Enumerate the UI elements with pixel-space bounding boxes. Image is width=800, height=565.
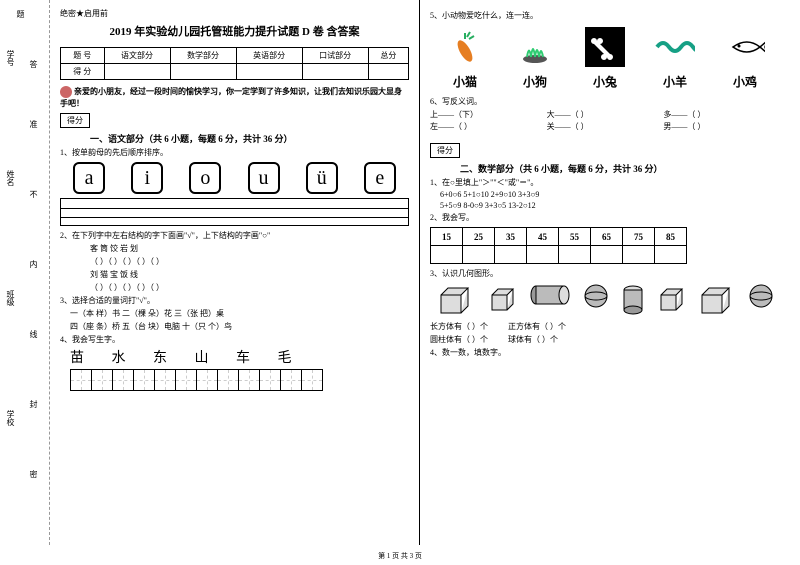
q4: 4、我会写生字。 <box>60 334 409 345</box>
name-cat: 小猫 <box>453 73 477 90</box>
pinyin-o: o <box>189 162 221 194</box>
q2-blanks1[interactable]: （ ）（ ）（ ）（ ）（ ） <box>90 256 409 267</box>
teacher-icon <box>60 86 72 98</box>
writing-lines[interactable] <box>60 198 409 226</box>
q6: 6、写反义词。 <box>430 96 780 107</box>
q2: 2、在下列字中左右结构的字下面画"√"，上下结构的字画"○" <box>60 230 409 241</box>
margin-l2: 姓名 <box>5 170 16 186</box>
binding-margin: 题 学号 答 准 姓名 不 内 班级 线 封 学校 密 <box>0 0 50 545</box>
m1: 1、在○里填上"＞""＜"或"＝"。 <box>430 177 780 188</box>
margin-s7: 密 <box>28 470 39 478</box>
name-rabbit: 小兔 <box>593 73 617 90</box>
name-sheep: 小羊 <box>663 73 687 90</box>
th-math: 数学部分 <box>170 48 236 64</box>
sphere2-icon <box>748 283 774 309</box>
number-table: 1525354555657585 <box>430 227 687 264</box>
sphere-icon <box>583 283 609 309</box>
margin-s4: 内 <box>28 260 39 268</box>
fish-icon <box>725 27 765 67</box>
cylinder-icon <box>528 283 572 307</box>
margin-s6: 封 <box>28 400 39 408</box>
name-dog: 小狗 <box>523 73 547 90</box>
carrot-icon <box>445 27 485 67</box>
shape-labels-1: 长方体有（ ）个正方体有（ ）个 <box>430 321 780 332</box>
q2-blanks2[interactable]: （ ）（ ）（ ）（ ）（ ） <box>90 282 409 293</box>
q6-row1: 上——（下）大——（ ）多——（ ） <box>430 109 780 120</box>
th-oral: 口试部分 <box>302 48 368 64</box>
right-column: 5、小动物爱吃什么，连一连。 小猫 小狗 小兔 小羊 小鸡 6、写反义词。 上—… <box>420 0 790 545</box>
cylinder2-icon <box>621 283 645 317</box>
m4: 4、数一数，填数字。 <box>430 347 780 358</box>
m1r1: 6+0○6 5+1○10 2+9○10 3+3○9 <box>440 190 780 199</box>
pinyin-e: e <box>364 162 396 194</box>
margin-l4: 学校 <box>5 410 16 426</box>
margin-l1: 学号 <box>5 50 16 66</box>
margin-s2: 准 <box>28 120 39 128</box>
intro-text: 亲爱的小朋友，经过一段时间的愉快学习，你一定学到了许多知识，让我们去知识乐园大显… <box>60 86 409 109</box>
q3a: 一（本 样）书 二（棵 朵）花 三（张 把）桌 <box>70 308 409 319</box>
margin-l3: 班级 <box>5 290 16 306</box>
th-total: 总分 <box>368 48 408 64</box>
writing-grid[interactable] <box>70 369 409 391</box>
page-title: 2019 年实验幼儿园托管班能力提升试题 D 卷 含答案 <box>60 23 409 39</box>
th-num: 题 号 <box>61 48 105 64</box>
margin-s5: 线 <box>28 330 39 338</box>
bone-icon <box>585 27 625 67</box>
score-table: 题 号 语文部分 数学部分 英语部分 口试部分 总分 得 分 <box>60 47 409 80</box>
left-column: 绝密★启用前 2019 年实验幼儿园托管班能力提升试题 D 卷 含答案 题 号 … <box>50 0 420 545</box>
q6-row2: 左——（ ）关——（ ）男——（ ） <box>430 121 780 132</box>
cube-icon <box>487 283 517 317</box>
q2-chars2: 刘 猫 宝 饭 线 <box>90 269 409 280</box>
margin-top: 题 <box>15 10 26 18</box>
grass-icon <box>515 27 555 67</box>
m1r2: 5+5○9 8-0○9 3+3○5 13-2○12 <box>440 201 780 210</box>
table-row: 题 号 语文部分 数学部分 英语部分 口试部分 总分 <box>61 48 409 64</box>
section1-title: 一、语文部分（共 6 小题，每题 6 分，共计 36 分） <box>90 132 409 145</box>
table-row: 1525354555657585 <box>431 228 687 246</box>
q2-chars1: 客 筒 饺 岩 划 <box>90 243 409 254</box>
margin-s3: 不 <box>28 190 39 198</box>
margin-s1: 答 <box>28 60 39 68</box>
cube2-icon <box>656 283 686 317</box>
td-score: 得 分 <box>61 64 105 80</box>
table-row[interactable] <box>431 246 687 264</box>
q3b: 四（座 条）桥 五（台 块）电脑 十（只 个）鸟 <box>70 321 409 332</box>
q3: 3、选择合适的量词打"√"。 <box>60 295 409 306</box>
pinyin-i: i <box>131 162 163 194</box>
th-english: 英语部分 <box>236 48 302 64</box>
q4-chars: 苗 水 东 山 车 毛 <box>70 347 409 367</box>
th-chinese: 语文部分 <box>104 48 170 64</box>
shape-labels-2: 圆柱体有（ ）个球体有（ ）个 <box>430 334 780 345</box>
name-chicken: 小鸡 <box>733 73 757 90</box>
worm-icon <box>655 27 695 67</box>
cuboid2-icon <box>697 283 737 317</box>
pinyin-u: u <box>248 162 280 194</box>
cuboid-icon <box>436 283 476 317</box>
table-row: 得 分 <box>61 64 409 80</box>
pinyin-cards: a i o u ü e <box>60 162 409 194</box>
section2-title: 二、数学部分（共 6 小题，每题 6 分，共计 36 分） <box>460 162 780 175</box>
score-box: 得分 <box>60 113 90 128</box>
q5: 5、小动物爱吃什么，连一连。 <box>430 10 780 21</box>
m3: 3、认识几何图形。 <box>430 268 780 279</box>
animal-names: 小猫 小狗 小兔 小羊 小鸡 <box>430 73 780 90</box>
score-box2: 得分 <box>430 143 460 158</box>
animal-images <box>430 27 780 67</box>
shapes-row <box>430 283 780 317</box>
pinyin-a: a <box>73 162 105 194</box>
worksheet-page: 题 学号 答 准 姓名 不 内 班级 线 封 学校 密 绝密★启用前 2019 … <box>0 0 800 545</box>
pinyin-v: ü <box>306 162 338 194</box>
m2: 2、我会写。 <box>430 212 780 223</box>
classification: 绝密★启用前 <box>60 8 409 19</box>
page-footer: 第 1 页 共 3 页 <box>0 551 800 561</box>
q1: 1、按单韵母的先后顺序排序。 <box>60 147 409 158</box>
